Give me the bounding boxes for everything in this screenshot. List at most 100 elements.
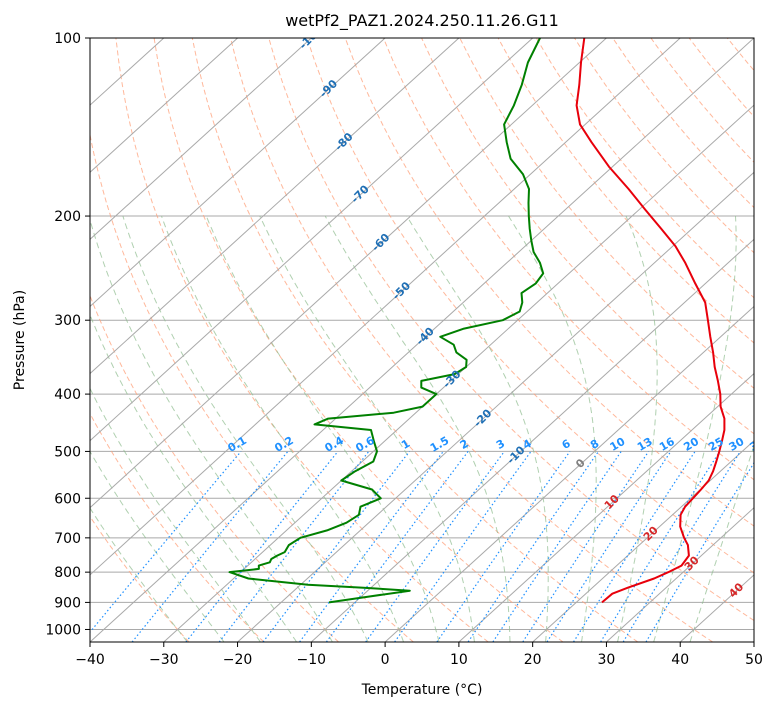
y-axis-label: Pressure (hPa): [12, 290, 28, 390]
mixing-ratio-line: [436, 451, 571, 642]
x-tick-label: 40: [671, 652, 689, 668]
x-tick-label: 20: [524, 652, 542, 668]
mixing-ratio-line: [492, 451, 622, 642]
mixing-ratio-label: 3: [494, 437, 507, 452]
dry-adiabat: [306, 38, 754, 574]
dry-adiabat: [535, 38, 754, 299]
isotherm-line: [606, 507, 754, 642]
x-tick-label: 10: [450, 652, 468, 668]
dry-adiabat: [612, 38, 754, 209]
isotherm-line: [753, 641, 754, 642]
dry-adiabat: [90, 515, 190, 642]
moist-adiabat: [205, 215, 440, 642]
dry-adiabat: [90, 412, 265, 642]
mixing-ratio-label: 6: [560, 437, 573, 452]
moist-adiabat: [90, 387, 261, 642]
moist-adiabat: [406, 215, 549, 642]
mixing-ratio-label: 8: [588, 437, 601, 452]
x-tick-label: −10: [297, 652, 327, 668]
background-lines: [90, 38, 775, 642]
moist-adiabat: [90, 507, 188, 642]
dry-adiabat: [650, 38, 754, 163]
isotherm-line: [90, 38, 534, 442]
mixing-ratio-line: [394, 451, 532, 642]
x-tick-label: 50: [745, 652, 763, 668]
x-tick-label: −30: [149, 652, 179, 668]
plot-frame: [89, 37, 755, 643]
moist-adiabat: [617, 215, 658, 642]
isotherm-line: [237, 171, 754, 642]
isotherm-line: [90, 38, 754, 642]
dry-adiabat: [153, 38, 564, 642]
isotherm-line: [532, 440, 754, 642]
mixing-ratio-line: [90, 451, 242, 633]
moist-adiabat: [324, 215, 511, 642]
isotherm-line: [90, 38, 607, 509]
isotherm-line: [90, 38, 460, 375]
mixing-ratio-line: [299, 451, 444, 642]
profile-series: [228, 38, 726, 604]
isotherm-line: [90, 38, 238, 173]
isotherm-line: [90, 38, 681, 576]
x-tick-label: −40: [75, 652, 105, 668]
y-tick-label: 700: [54, 531, 81, 547]
y-tick-label: 800: [54, 565, 81, 581]
isotherm-line: [384, 305, 754, 642]
y-tick-label: 600: [54, 491, 81, 507]
mixing-ratio-label: 36: [747, 435, 767, 454]
y-tick-label: 100: [54, 31, 81, 47]
x-tick-label: 0: [381, 652, 390, 668]
mixing-ratio-line: [218, 451, 370, 642]
mixing-ratio-line: [262, 451, 410, 642]
y-tick-label: 500: [54, 444, 81, 460]
mixing-ratio-label: 1: [399, 437, 412, 452]
dry-adiabat: [497, 38, 754, 344]
isotherm-line: [458, 372, 754, 642]
mixing-ratio-line: [185, 451, 339, 642]
mixing-ratio-line: [572, 451, 696, 642]
moist-adiabat: [90, 450, 225, 642]
mixing-ratio-label: 2: [458, 437, 471, 452]
mixing-ratio-line: [131, 451, 289, 642]
mixing-ratio-line: [622, 451, 741, 642]
y-tick-label: 200: [54, 209, 81, 225]
isotherm-line: [310, 238, 754, 642]
dry-adiabat: [268, 38, 754, 622]
x-axis: −40 −30 −20 −10 0 10 20 30 40 50: [75, 642, 763, 668]
dry-adiabat: [382, 38, 754, 481]
y-tick-label: 1000: [45, 622, 81, 638]
moist-adiabat: [259, 215, 475, 642]
dewpoint-line: [228, 38, 545, 604]
y-tick-label: 900: [54, 595, 81, 611]
moist-adiabat: [90, 313, 298, 642]
y-tick-label: 300: [54, 313, 81, 329]
mixing-ratio-line: [600, 451, 721, 642]
chart-title: wetPf2_PAZ1.2024.250.11.26.G11: [285, 11, 559, 31]
x-tick-label: −20: [223, 652, 253, 668]
dry-adiabat: [688, 38, 754, 118]
x-axis-label: Temperature (°C): [361, 682, 483, 698]
moist-adiabat: [508, 215, 597, 642]
dry-adiabat: [726, 38, 754, 72]
moist-adiabat: [689, 444, 754, 642]
isotherm-line: [90, 38, 386, 308]
moist-adiabat: [90, 218, 333, 642]
isotherm-line: [163, 104, 754, 642]
y-tick-label: 400: [54, 387, 81, 403]
dry-adiabat: [230, 38, 713, 642]
dry-adiabat: [459, 38, 754, 389]
moist-adiabat: [122, 215, 369, 642]
mixing-ratio-line: [467, 451, 599, 642]
y-axis: 1000 900 800 700 600 500 400 300 200 100: [45, 31, 90, 638]
dry-adiabat: [90, 132, 414, 642]
dry-adiabat: [766, 38, 775, 642]
dry-adiabat: [421, 38, 754, 435]
moist-adiabat: [161, 215, 405, 642]
isotherm-line: [90, 38, 312, 240]
mixing-ratio-line: [365, 451, 505, 642]
dry-adiabat: [191, 38, 639, 642]
mixing-ratio-line: [546, 451, 672, 642]
dry-adiabat: [115, 38, 489, 642]
dry-adiabat: [574, 38, 754, 254]
